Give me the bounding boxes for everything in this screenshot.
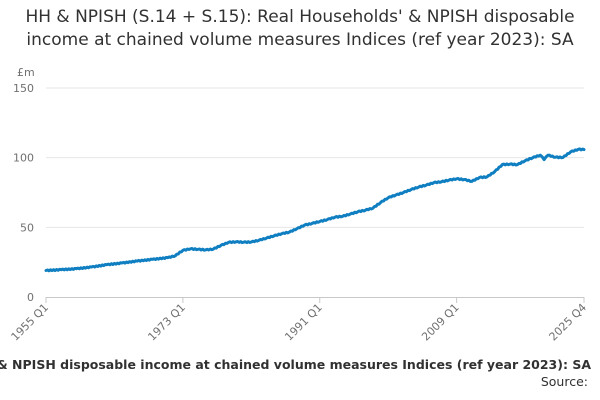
y-tick-label: 50: [20, 221, 34, 234]
x-tick-label: 2025 Q4: [547, 301, 590, 344]
y-axis: 0 50 100 150: [13, 82, 34, 304]
y-tick-label: 100: [13, 152, 34, 165]
legend: HH & NPISH (S.15): Real Households' & NP…: [0, 357, 600, 373]
x-tick-label: 1955 Q1: [9, 301, 52, 344]
series-layer: [44, 147, 586, 273]
gridlines: [46, 87, 584, 228]
chart-title: HH & NPISH (S.14 + S.15): Real Household…: [25, 7, 575, 50]
x-tick-label: 1991 Q1: [282, 301, 325, 344]
y-tick-label: 0: [27, 291, 34, 304]
legend-series-label: HH & NPISH (S.15): Real Households' & NP…: [0, 357, 591, 372]
x-tick-labels: 1955 Q1 1973 Q1 1991 Q1 2009 Q1 2025 Q4: [9, 297, 590, 344]
x-tick-label: 1973 Q1: [145, 301, 188, 344]
series-line: [44, 147, 586, 273]
source-label: Source:: [540, 374, 588, 389]
x-tick-label: 2009 Q1: [419, 301, 462, 344]
y-axis-unit-label: £m: [17, 66, 35, 79]
y-tick-label: 150: [13, 82, 34, 95]
